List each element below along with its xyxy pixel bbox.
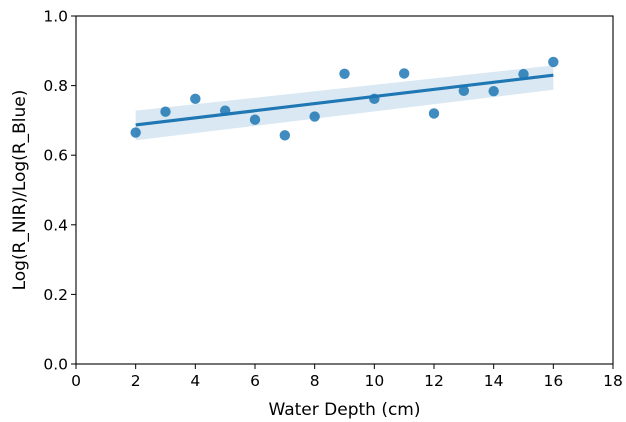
data-point [398, 68, 410, 79]
data-point [279, 130, 291, 141]
y-tick-label: 0.4 [43, 216, 68, 234]
y-tick-label: 0.0 [43, 356, 68, 374]
data-point [518, 68, 529, 80]
data-point [190, 93, 201, 105]
data-point [428, 108, 440, 119]
data-point [458, 85, 470, 97]
y-tick-label: 0.6 [43, 147, 68, 165]
x-axis-label: Water Depth (cm) [268, 400, 420, 420]
y-tick-label: 0.2 [43, 286, 68, 304]
x-axis-ticks: 0 2 4 6 8 10 12 14 16 18 [71, 364, 623, 390]
confidence-band [135, 65, 554, 141]
confidence-band-layer [135, 65, 554, 141]
x-tick-label: 0 [71, 372, 81, 390]
data-points-layer [130, 56, 559, 141]
data-point [369, 93, 380, 105]
y-tick-label: 1.0 [43, 8, 68, 26]
data-point [339, 68, 350, 79]
x-tick-label: 4 [190, 372, 200, 390]
x-tick-label: 6 [250, 372, 260, 390]
data-point [548, 56, 559, 68]
data-point [219, 105, 231, 116]
x-tick-label: 8 [310, 372, 320, 390]
x-tick-label: 12 [424, 372, 444, 390]
data-point [160, 106, 171, 117]
y-tick-label: 0.8 [43, 77, 68, 95]
x-tick-label: 10 [364, 372, 384, 390]
plot-frame [75, 15, 614, 365]
data-point [249, 114, 261, 125]
x-tick-label: 14 [484, 372, 504, 390]
x-tick-label: 2 [131, 372, 141, 390]
x-tick-label: 18 [603, 372, 623, 390]
data-point [488, 85, 499, 97]
regression-line [135, 73, 554, 127]
data-point [309, 111, 320, 122]
x-tick-label: 16 [543, 372, 563, 390]
y-axis-label: Log(R_NIR)/Log(R_Blue) [10, 90, 30, 291]
y-axis-ticks: 0.0 0.2 0.4 0.6 0.8 1.0 [43, 8, 76, 374]
regression-line-layer [135, 73, 554, 127]
data-point [130, 127, 141, 138]
